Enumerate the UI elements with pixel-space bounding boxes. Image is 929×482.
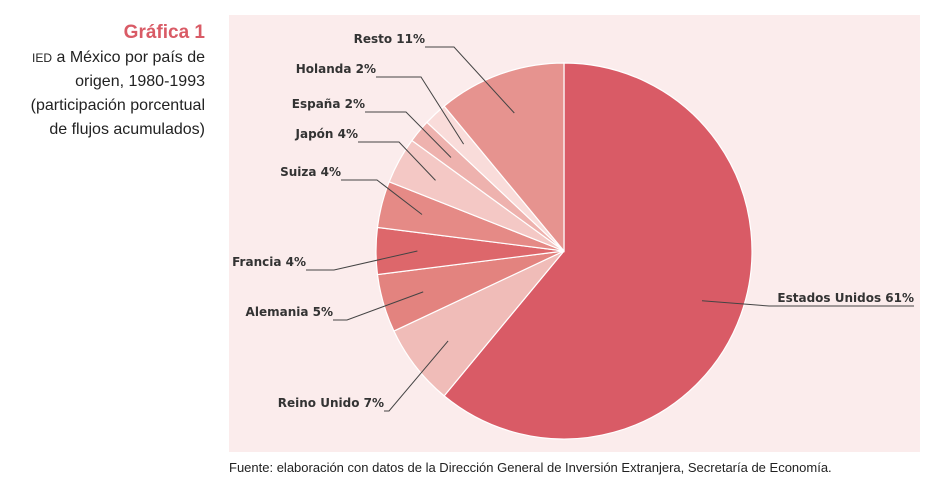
source-note: Fuente: elaboración con datos de la Dire… xyxy=(229,460,832,475)
figure-subtitle-line-3: (participación porcentual xyxy=(30,97,205,114)
leader-line xyxy=(701,300,914,307)
figure-subtitle-abbr: IED xyxy=(32,51,53,65)
slice-label: Resto 11% xyxy=(354,32,425,46)
leader-line xyxy=(358,141,436,181)
slice-label: Estados Unidos 61% xyxy=(777,291,914,305)
leader-line xyxy=(306,250,418,271)
leader-line xyxy=(425,46,515,114)
leader-line xyxy=(384,340,449,412)
slice-label: Japón 4% xyxy=(295,127,359,141)
figure-subtitle-line-4: de flujos acumulados) xyxy=(49,121,205,138)
chart-panel: Estados Unidos 61% Reino Unido 7% Alemania… xyxy=(229,15,920,452)
figure-number: Gráfica 1 xyxy=(123,22,205,43)
pie-slice-resto xyxy=(443,62,565,253)
slice-label: Alemania 5% xyxy=(246,305,333,319)
chart-caption: Gráfica 1 IED a México por país de orige… xyxy=(0,20,205,142)
leader-line xyxy=(333,291,424,321)
slice-label: Francia 4% xyxy=(232,255,306,269)
slice-label: Reino Unido 7% xyxy=(278,396,384,410)
figure-subtitle-line-2: origen, 1980-1993 xyxy=(75,73,205,90)
leader-line xyxy=(365,111,452,158)
leader-line xyxy=(341,179,423,215)
leader-line xyxy=(376,76,465,145)
slice-label: Suiza 4% xyxy=(280,165,341,179)
figure-subtitle-line-1: IED a México por país de xyxy=(0,46,205,70)
pie-chart: Estados Unidos 61% Reino Unido 7% Alemania… xyxy=(232,32,914,440)
figure-subtitle-rest: a México por país de xyxy=(52,49,205,66)
pie-slice-estados-unidos xyxy=(443,62,753,440)
slice-label: Holanda 2% xyxy=(296,62,376,76)
slice-label: España 2% xyxy=(292,97,365,111)
